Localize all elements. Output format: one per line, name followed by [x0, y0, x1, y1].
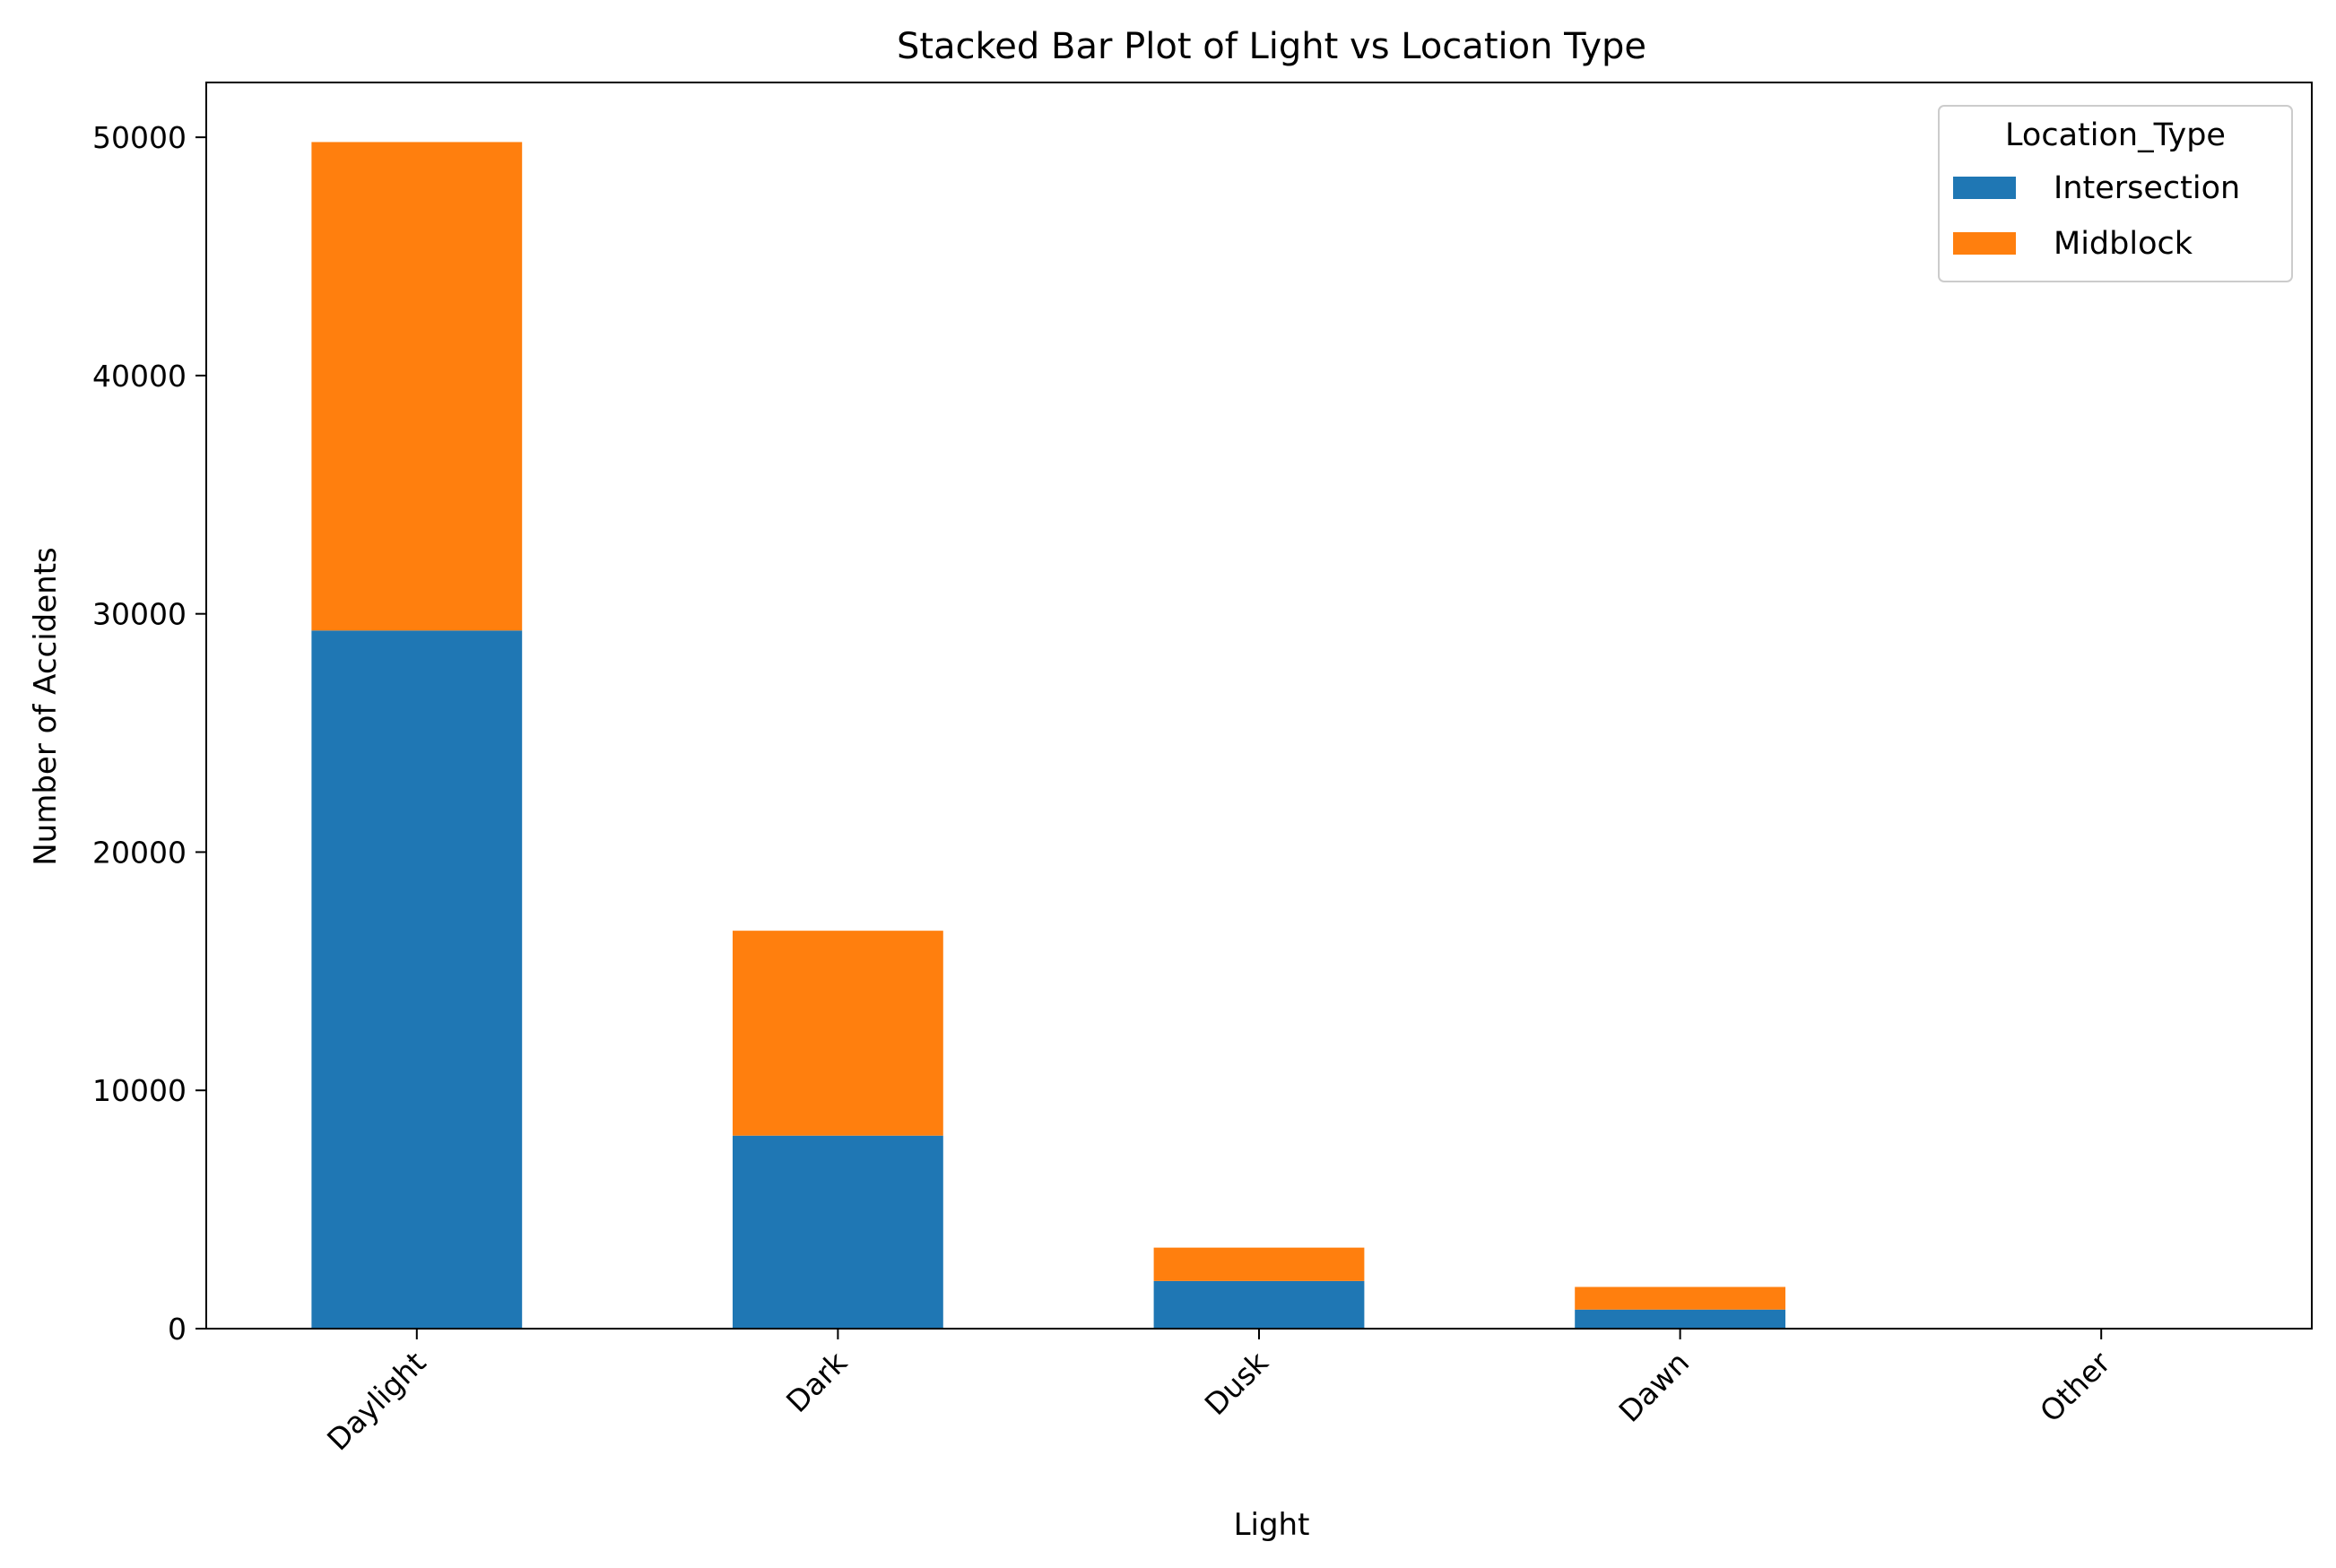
- x-tick-label: Dark: [779, 1344, 855, 1419]
- bar-dawn-midblock: [1575, 1286, 1785, 1310]
- legend-swatch-intersection: [1953, 177, 2016, 199]
- bar-dark-intersection: [733, 1135, 943, 1329]
- x-axis-label: Light: [1234, 1507, 1310, 1543]
- legend-swatch-midblock: [1953, 232, 2016, 255]
- bar-dawn-intersection: [1575, 1309, 1785, 1329]
- y-tick-label: 50000: [92, 120, 187, 155]
- legend-label-intersection: Intersection: [2054, 170, 2240, 206]
- y-tick-label: 20000: [92, 835, 187, 870]
- y-tick-label: 30000: [92, 597, 187, 632]
- bar-dusk-midblock: [1153, 1247, 1365, 1281]
- legend-title: Location_Type: [2005, 117, 2226, 153]
- bar-dark-midblock: [733, 931, 943, 1136]
- x-tick-label: Other: [2033, 1345, 2117, 1429]
- plot-area: Daylight Dark Dusk Dawn Other 0 10000 20000 3000…: [92, 82, 2313, 1457]
- axes-frame: [205, 82, 2313, 1330]
- bar-daylight-midblock: [311, 142, 523, 631]
- x-tick-label: Daylight: [320, 1345, 432, 1457]
- x-tick-label: Dawn: [1612, 1345, 1697, 1429]
- y-axis-label: Number of Accidents: [28, 547, 64, 866]
- y-tick-label: 10000: [92, 1073, 187, 1108]
- bar-daylight-intersection: [311, 630, 523, 1329]
- y-tick-label: 40000: [92, 359, 187, 394]
- chart-title: Stacked Bar Plot of Light vs Location Ty…: [897, 26, 1646, 67]
- legend: Location_Type Intersection Midblock: [1938, 105, 2293, 282]
- legend-label-midblock: Midblock: [2054, 226, 2193, 262]
- x-tick-label: Dusk: [1198, 1344, 1276, 1422]
- y-tick-label: 0: [168, 1312, 187, 1347]
- legend-box: [1938, 105, 2293, 282]
- bar-dusk-intersection: [1153, 1280, 1365, 1329]
